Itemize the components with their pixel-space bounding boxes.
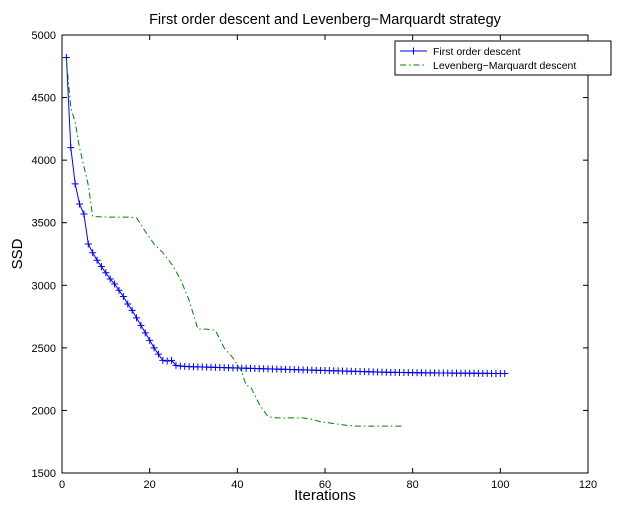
data-point [67,144,75,152]
legend-box [394,40,612,76]
x-axis-label: Iterations [294,487,356,504]
y-tick-label: 5000 [32,30,56,42]
data-point [71,180,79,188]
legend-marker-first-order [410,47,417,55]
data-point [124,300,132,308]
y-axis: 1500 2000 2500 3000 3500 4000 4500 5000 [32,30,588,480]
data-point [62,54,70,62]
x-axis: 0 20 40 60 80 100 120 [59,35,597,491]
data-point [128,306,136,314]
x-tick-label: 80 [407,479,419,491]
y-tick-label: 4000 [32,155,56,167]
y-axis-label: SSD [9,238,26,269]
legend-entry-levenberg-marquardt: Levenberg−Marquardt descent [433,60,576,72]
data-point [137,321,145,329]
data-point [154,350,162,358]
chart-title: First order descent and Levenberg−Marqua… [149,12,502,28]
data-point [172,361,180,369]
data-point [159,356,167,364]
data-point [163,357,171,365]
data-point [76,200,84,208]
x-tick-label: 20 [144,479,156,491]
data-point [146,336,154,344]
data-point [119,293,127,301]
data-point [93,256,101,264]
data-point [150,344,158,352]
series-layer [62,54,509,427]
x-tick-label: 0 [59,479,65,491]
data-point [106,275,114,283]
data-point [80,210,88,218]
y-tick-label: 3000 [32,280,56,292]
data-point [141,329,149,337]
legend-entry-first-order: First order descent [433,46,521,58]
data-point [97,263,105,271]
y-tick-label: 2500 [32,343,56,355]
x-tick-label: 100 [491,479,509,491]
legend: First order descent Levenberg−Marquardt … [394,40,612,76]
data-point [501,370,509,378]
data-point [102,269,110,277]
y-tick-label: 1500 [32,468,56,480]
data-point [84,240,92,248]
x-tick-label: 120 [579,479,597,491]
data-point [89,249,97,257]
x-tick-label: 60 [319,479,331,491]
y-tick-label: 4500 [32,93,56,105]
data-point [111,280,119,288]
y-tick-label: 3500 [32,218,56,230]
data-point [115,286,123,294]
data-point [133,314,141,322]
x-tick-label: 40 [231,479,243,491]
data-point [168,356,176,364]
y-tick-label: 2000 [32,405,56,417]
